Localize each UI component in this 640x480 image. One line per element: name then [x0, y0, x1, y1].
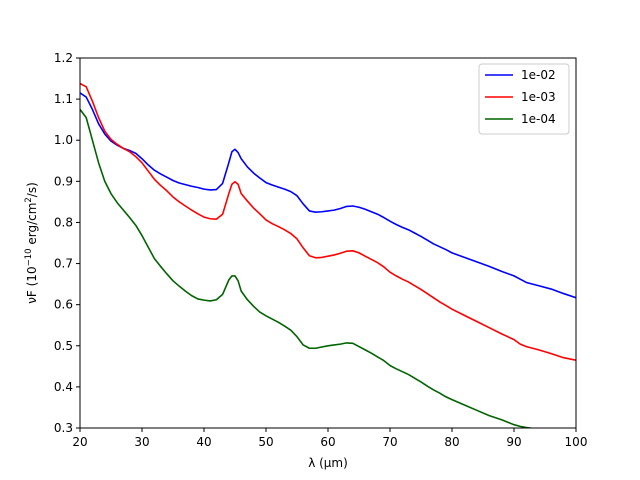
y-axis: 0.3 0.4 0.5 0.6 0.7 0.8 0.9 1.0 1.1 1.2 — [54, 51, 80, 435]
legend-frame — [478, 63, 570, 135]
series-line-1e-04 — [80, 108, 536, 428]
y-tick-label: 1.0 — [54, 133, 73, 147]
y-axis-label: νF (10−10 erg/cm2/s) — [24, 182, 39, 304]
y-tick-label: 1.1 — [54, 92, 73, 106]
series-layer — [80, 82, 576, 428]
y-tick-label: 1.2 — [54, 51, 73, 65]
y-tick-label: 0.3 — [54, 421, 73, 435]
x-tick-label: 70 — [382, 435, 397, 449]
x-axis: 20 30 40 50 60 70 80 90 100 — [72, 428, 587, 449]
legend-label: 1e-03 — [521, 90, 556, 104]
y-tick-label: 0.5 — [54, 339, 73, 353]
x-axis-label: λ (μm) — [308, 456, 348, 470]
x-tick-label: 90 — [506, 435, 521, 449]
y-tick-label: 0.8 — [54, 215, 73, 229]
y-tick-label: 0.4 — [54, 380, 73, 394]
series-line-1e-03 — [80, 82, 576, 361]
x-tick-label: 60 — [320, 435, 335, 449]
legend-label: 1e-02 — [521, 68, 556, 82]
y-tick-label: 0.9 — [54, 174, 73, 188]
legend: 1e-02 1e-03 1e-04 — [478, 63, 570, 135]
series-line-1e-02 — [80, 92, 576, 299]
x-tick-label: 50 — [258, 435, 273, 449]
y-tick-label: 0.6 — [54, 298, 73, 312]
legend-label: 1e-04 — [521, 112, 556, 126]
x-tick-label: 30 — [134, 435, 149, 449]
x-tick-label: 100 — [565, 435, 588, 449]
y-tick-label: 0.7 — [54, 257, 73, 271]
x-tick-label: 20 — [72, 435, 87, 449]
x-tick-label: 80 — [444, 435, 459, 449]
x-tick-label: 40 — [196, 435, 211, 449]
